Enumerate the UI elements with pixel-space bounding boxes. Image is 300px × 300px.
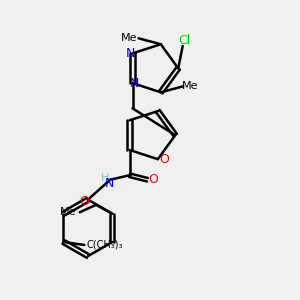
Text: N: N [130, 76, 140, 90]
Text: Me: Me [121, 33, 138, 43]
Text: O: O [79, 195, 89, 208]
Text: O: O [159, 153, 169, 166]
Text: Me: Me [182, 81, 199, 91]
Text: Cl: Cl [178, 34, 191, 46]
Text: H: H [101, 173, 109, 183]
Text: Me: Me [60, 207, 77, 217]
Text: O: O [148, 173, 158, 186]
Text: C(CH₃)₃: C(CH₃)₃ [86, 240, 123, 250]
Text: N: N [105, 177, 114, 190]
Text: N: N [125, 47, 135, 60]
